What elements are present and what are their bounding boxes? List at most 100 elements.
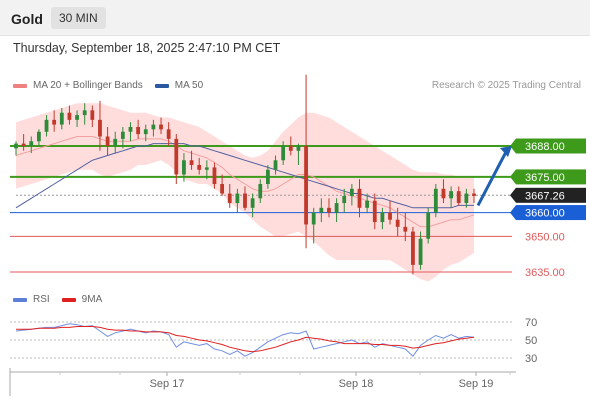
candle-body bbox=[182, 160, 186, 175]
rsi-tick-label: 50 bbox=[525, 335, 537, 347]
candle-body bbox=[29, 141, 34, 146]
instrument-title: Gold bbox=[11, 11, 43, 27]
ma50-legend-label: MA 50 bbox=[174, 80, 204, 91]
candle-body bbox=[143, 129, 148, 135]
candle-body bbox=[67, 112, 72, 120]
candle-body bbox=[288, 146, 293, 151]
candle-body bbox=[21, 143, 26, 146]
rsi-legend-swatch bbox=[13, 297, 27, 302]
time-tick-label: Sep 17 bbox=[150, 378, 185, 390]
ma20-legend-label: MA 20 + Bollinger Bands bbox=[33, 80, 143, 91]
level-label: 3688.00 bbox=[525, 141, 565, 153]
rsi-tick-label: 30 bbox=[525, 353, 537, 365]
candle-body bbox=[342, 195, 347, 204]
ma50-line bbox=[15, 143, 474, 209]
candle-body bbox=[266, 169, 270, 185]
level-label: 3667.26 bbox=[525, 190, 565, 202]
candle-body bbox=[334, 203, 339, 213]
candle-body bbox=[456, 191, 461, 204]
rsi-legend: RSI 9MA bbox=[13, 294, 102, 305]
candle-body bbox=[250, 198, 255, 208]
candle-body bbox=[212, 167, 217, 185]
rsi-legend-label: RSI bbox=[33, 294, 50, 305]
header-bar: Gold 30 MIN bbox=[0, 0, 590, 36]
level-tag-bg-3660.00 bbox=[516, 205, 586, 221]
candle-body bbox=[472, 193, 476, 196]
ma9-legend-label: 9MA bbox=[81, 294, 103, 305]
level-label: 3650.00 bbox=[525, 231, 565, 243]
candle-body bbox=[52, 119, 57, 125]
candle-body bbox=[441, 188, 446, 199]
candle-body bbox=[411, 231, 415, 265]
level-tag-pointer-3660.00 bbox=[510, 205, 516, 221]
candle-body bbox=[14, 143, 18, 149]
candle-body bbox=[197, 165, 202, 170]
candle-body bbox=[59, 112, 64, 125]
candle-body bbox=[304, 146, 308, 225]
forecast-arrow-head bbox=[500, 146, 512, 157]
candle-body bbox=[372, 200, 377, 223]
candle-body bbox=[37, 131, 41, 142]
ma9-legend-swatch bbox=[61, 297, 76, 302]
candle-body bbox=[128, 126, 133, 132]
timeframe-badge[interactable]: 30 MIN bbox=[51, 7, 106, 29]
candle-body bbox=[159, 124, 163, 130]
level-label: 3675.00 bbox=[525, 172, 565, 184]
level-label: 3635.00 bbox=[525, 267, 565, 279]
candle-body bbox=[464, 193, 469, 204]
time-tick-label: Sep 19 bbox=[459, 378, 494, 390]
credit-text: Research © 2025 Trading Central bbox=[431, 80, 581, 91]
candle-body bbox=[365, 200, 370, 208]
forecast-arrow-shaft bbox=[476, 149, 509, 207]
level-tag-pointer-3667.26 bbox=[510, 187, 516, 203]
candle-body bbox=[166, 129, 171, 139]
level-tag-bg-3667.26 bbox=[516, 187, 586, 203]
rsi-ma9-line bbox=[16, 326, 475, 353]
candle-body bbox=[357, 188, 362, 208]
candle-body bbox=[433, 188, 438, 213]
candle-body bbox=[243, 193, 247, 208]
candle-body bbox=[44, 119, 49, 132]
level-tag-bg-3688.00 bbox=[516, 138, 586, 154]
candle-body bbox=[151, 124, 156, 130]
rsi-line bbox=[15, 323, 475, 357]
candle-body bbox=[388, 212, 392, 220]
candle-body bbox=[136, 126, 141, 135]
ma20-legend-swatch bbox=[13, 83, 27, 88]
chart-datetime: Thursday, September 18, 2025 2:47:10 PM … bbox=[13, 41, 281, 55]
candle-body bbox=[174, 138, 179, 175]
candle-body bbox=[418, 238, 423, 265]
candle-body bbox=[395, 219, 400, 227]
candle-body bbox=[380, 212, 385, 223]
level-tag-pointer-3688.00 bbox=[510, 138, 516, 154]
ma50-legend-swatch bbox=[154, 83, 169, 88]
level-tag-pointer-3675.00 bbox=[510, 169, 516, 185]
candle-body bbox=[120, 131, 125, 139]
candle-body bbox=[75, 115, 79, 120]
candle-body bbox=[189, 160, 194, 166]
candle-body bbox=[403, 226, 408, 232]
candle-body bbox=[98, 119, 102, 137]
candle-body bbox=[258, 184, 263, 199]
candle-body bbox=[449, 191, 453, 199]
candle-body bbox=[426, 212, 431, 239]
level-label: 3660.00 bbox=[525, 208, 565, 220]
candle-body bbox=[281, 146, 286, 161]
candle-body bbox=[296, 146, 301, 151]
candle-body bbox=[113, 138, 118, 146]
candle-body bbox=[220, 184, 224, 194]
candle-body bbox=[311, 212, 316, 225]
candle-body bbox=[90, 110, 95, 120]
time-tick-label: Sep 18 bbox=[339, 378, 374, 390]
rsi-tick-label: 70 bbox=[525, 317, 537, 329]
main-legend: MA 20 + Bollinger Bands MA 50 bbox=[13, 80, 203, 91]
candle-body bbox=[235, 193, 240, 204]
candle-body bbox=[105, 136, 110, 146]
candle-body bbox=[273, 160, 278, 170]
candle-body bbox=[349, 188, 354, 196]
candle-body bbox=[319, 207, 324, 213]
level-tag-bg-3675.00 bbox=[516, 169, 586, 185]
candle-body bbox=[227, 193, 232, 204]
candle-body bbox=[204, 167, 209, 170]
